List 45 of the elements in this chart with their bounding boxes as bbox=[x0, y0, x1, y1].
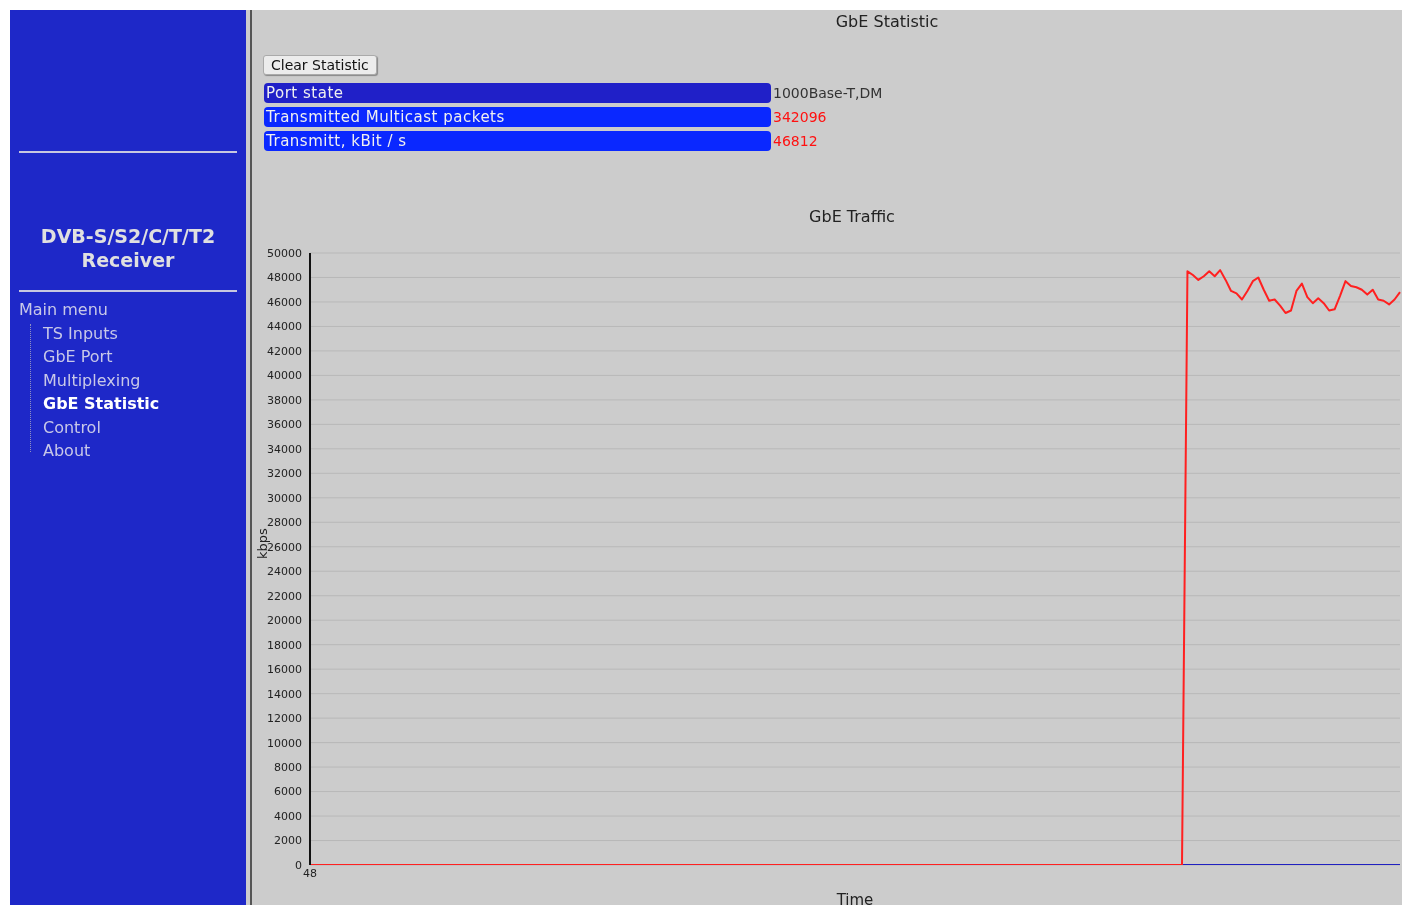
x-axis-title: Time bbox=[835, 891, 874, 905]
y-tick-label: 46000 bbox=[267, 295, 302, 309]
x-tick-label: 48 bbox=[303, 866, 317, 880]
y-tick-label: 10000 bbox=[267, 736, 302, 750]
y-tick-label: 32000 bbox=[267, 467, 302, 481]
y-tick-label: 20000 bbox=[267, 614, 302, 628]
y-tick-label: 42000 bbox=[267, 344, 302, 358]
y-tick-label: 38000 bbox=[267, 393, 302, 407]
y-tick-label: 18000 bbox=[267, 638, 302, 652]
y-tick-label: 8000 bbox=[274, 760, 302, 774]
y-tick-label: 16000 bbox=[267, 663, 302, 677]
text: Transmitted Multicast packets bbox=[264, 107, 771, 127]
y-tick-label: 22000 bbox=[267, 589, 302, 603]
y-tick-label: 44000 bbox=[267, 320, 302, 334]
y-tick-label: 30000 bbox=[267, 491, 302, 505]
y-tick-label: 12000 bbox=[267, 712, 302, 726]
y-tick-label: 14000 bbox=[267, 687, 302, 701]
text: Clear Statistic bbox=[263, 55, 377, 75]
text: 46812 bbox=[773, 132, 818, 151]
text: GbE Port bbox=[43, 347, 113, 366]
y-tick-label: 28000 bbox=[267, 516, 302, 530]
y-tick-label: 6000 bbox=[274, 785, 302, 799]
text: Transmitt, kBit / s bbox=[264, 131, 771, 151]
text: Main menu bbox=[19, 300, 108, 319]
y-tick-label: 50000 bbox=[267, 246, 302, 260]
y-tick-label: 34000 bbox=[267, 442, 302, 456]
y-tick-label: 48000 bbox=[267, 271, 302, 285]
text: GbE Statistic bbox=[43, 394, 160, 413]
y-tick-label: 0 bbox=[295, 858, 302, 872]
chart-title: GbE Traffic bbox=[808, 207, 896, 226]
text: GbE Statistic bbox=[834, 12, 940, 31]
text: TS Inputs bbox=[43, 323, 118, 343]
text: Control bbox=[43, 417, 101, 437]
y-tick-label: 36000 bbox=[267, 418, 302, 432]
text: DVB-S/S2/C/T/T2 Receiver bbox=[39, 224, 217, 272]
y-tick-label: 24000 bbox=[267, 565, 302, 579]
y-tick-label: 40000 bbox=[267, 369, 302, 383]
text: Multiplexing bbox=[43, 370, 141, 390]
text: Port state bbox=[264, 83, 771, 103]
text: 1000Base-T,DM bbox=[773, 84, 883, 103]
y-tick-label: 4000 bbox=[274, 809, 302, 823]
line-series bbox=[309, 269, 1401, 865]
text: 342096 bbox=[773, 108, 827, 127]
y-tick-label: 2000 bbox=[274, 834, 302, 848]
text: About bbox=[43, 441, 91, 460]
